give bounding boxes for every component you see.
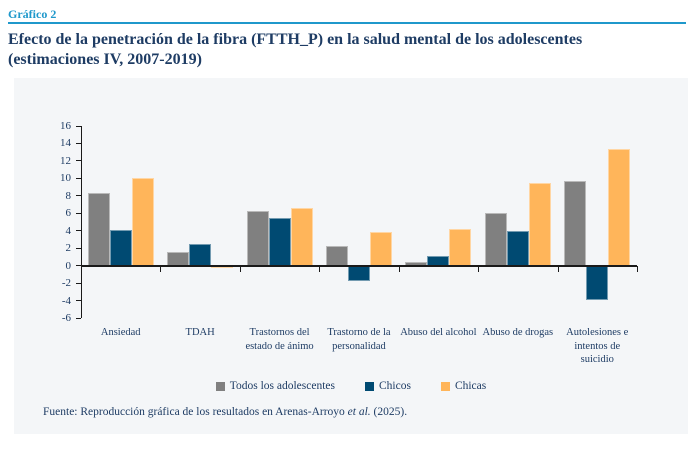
x-axis-tick [478, 265, 480, 272]
legend-label-chicas: Chicas [454, 380, 487, 392]
legend-item-chicos: Chicos [364, 380, 411, 392]
y-axis-tick [76, 247, 81, 249]
y-axis-tick [76, 125, 81, 127]
bar-chicas-abuso-de-drogas [528, 182, 551, 266]
category-label-abuso-del-alcohol: Abuso del alcohol [400, 327, 477, 338]
y-axis-tick-label: 10 [60, 172, 71, 185]
bar-chicos-trastornos-del-estado-de-animo [268, 217, 291, 266]
category-label-tdah: TDAH [185, 327, 215, 338]
x-axis-tick [81, 265, 82, 272]
kicker-rule [8, 22, 686, 24]
bar-todos-los-adolescentes-trastornos-del-estado-de-animo [246, 210, 269, 266]
legend-label-todos-los-adolescentes: Todos los adolescentes [229, 380, 335, 392]
y-axis-tick [76, 265, 81, 267]
y-axis-tick-label: -4 [61, 294, 71, 307]
bar-chicas-trastorno-de-la-personalidad [370, 231, 392, 266]
source-text: Fuente: Reproducción gráfica de los resu… [43, 406, 348, 418]
bar-todos-los-adolescentes-ansiedad [87, 193, 110, 266]
category-label-trastornos-del-estado-de-animo: Trastornos del estado de ánimo [245, 327, 314, 352]
legend-swatch-chicas [440, 381, 450, 391]
bar-chicas-autolesiones-e-intentos-de-suicidio [608, 148, 631, 266]
bar-todos-los-adolescentes-autolesiones-e-intentos-de-suicidio [564, 180, 587, 266]
y-axis-line [81, 126, 82, 318]
y-axis-tick [76, 230, 81, 232]
y-axis-tick-label: 6 [65, 207, 72, 220]
y-axis-tick-label: 16 [60, 120, 71, 132]
category-label-ansiedad: Ansiedad [100, 327, 141, 338]
bar-chicos-trastorno-de-la-personalidad [348, 265, 370, 282]
bar-todos-los-adolescentes-abuso-de-drogas [484, 213, 507, 266]
x-axis-tick [637, 265, 638, 272]
y-axis-tick [76, 177, 81, 179]
y-axis-tick [76, 142, 81, 144]
source-etal: et al. [347, 406, 371, 418]
y-axis-tick-label: 8 [65, 189, 72, 202]
x-axis-tick [398, 265, 400, 272]
legend-swatch-chicos [364, 381, 374, 391]
category-label-trastorno-de-la-personalidad: Trastorno de la personalidad [327, 327, 391, 352]
y-axis-tick-label: -6 [61, 312, 71, 324]
y-axis-tick-label: 4 [65, 224, 72, 237]
y-axis-tick-label: 2 [65, 242, 72, 255]
bar-todos-los-adolescentes-tdah [167, 251, 190, 266]
y-axis-tick [76, 195, 81, 197]
y-axis-tick-label: 0 [65, 259, 72, 272]
legend-item-todos-los-adolescentes: Todos los adolescentes [215, 380, 335, 392]
y-axis-tick [76, 212, 81, 214]
chart-title: Efecto de la penetración de la fibra (FT… [8, 31, 583, 69]
legend: Todos los adolescentes Chicos Chicas [14, 380, 688, 392]
bar-chicas-trastornos-del-estado-de-animo [290, 208, 313, 266]
plot-area: 16 14 12 10 8 6 4 2 0 -2 -4 -6 [60, 120, 638, 324]
legend-item-chicas: Chicas [440, 380, 487, 392]
bar-todos-los-adolescentes-trastorno-de-la-personalidad [326, 245, 348, 266]
y-axis-tick-label: 12 [60, 154, 71, 167]
bar-chicos-ansiedad [109, 229, 132, 266]
y-axis-tick [76, 282, 81, 284]
chart-panel: 16 14 12 10 8 6 4 2 0 -2 -4 -6 Ansiedad TDAH Trastorn… [14, 78, 688, 434]
y-axis-tick [76, 160, 81, 162]
y-axis-tick-label: -2 [61, 277, 71, 290]
y-axis-tick [76, 317, 81, 319]
y-axis-tick [76, 300, 81, 302]
category-label-abuso-de-drogas: Abuso de drogas [482, 327, 554, 338]
y-axis-tick-label: 14 [60, 137, 71, 150]
bar-chicos-tdah [189, 243, 212, 266]
x-axis-tick [319, 265, 321, 272]
chart-number: Gráfico 2 [8, 7, 57, 21]
x-axis-tick [557, 265, 559, 272]
x-axis-tick [160, 265, 162, 272]
bar-chicas-abuso-del-alcohol [449, 228, 472, 266]
x-axis-line [81, 264, 637, 267]
category-labels: Ansiedad TDAH Trastornos del estado de áni… [81, 326, 637, 367]
legend-label-chicos: Chicos [378, 380, 411, 392]
x-axis-tick [239, 265, 241, 272]
bar-chicas-ansiedad [131, 178, 154, 266]
source-year: (2025). [370, 406, 408, 418]
bar-chicos-autolesiones-e-intentos-de-suicidio [586, 265, 609, 300]
category-label-autolesiones-e-intentos-de-suicidio: Autolesiones e intentos de suicidio [566, 327, 629, 366]
legend-swatch-todos-los-adolescentes [215, 381, 225, 391]
source-note: Fuente: Reproducción gráfica de los resu… [43, 406, 407, 418]
bar-chicos-abuso-de-drogas [506, 230, 529, 266]
